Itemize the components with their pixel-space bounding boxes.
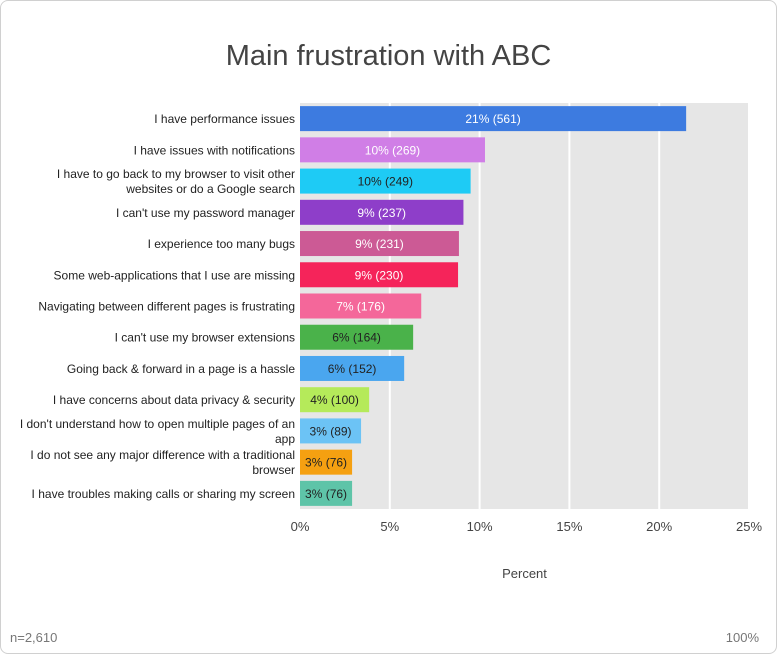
bar xyxy=(300,231,459,257)
data-label: 9% (237) xyxy=(357,206,406,220)
data-label: 4% (100) xyxy=(310,393,359,407)
category-label: I have concerns about data privacy & sec… xyxy=(53,393,295,407)
x-tick-label: 15% xyxy=(556,519,582,534)
category-label: I can't use my browser extensions xyxy=(115,331,295,345)
category-label: I experience too many bugs xyxy=(148,237,295,251)
bar xyxy=(300,355,405,381)
bar xyxy=(300,324,414,350)
category-label: websites or do a Google search xyxy=(125,182,295,196)
data-label: 3% (89) xyxy=(310,424,352,438)
category-label: I have troubles making calls or sharing … xyxy=(32,487,295,501)
category-label: I can't use my password manager xyxy=(116,206,295,220)
data-label: 3% (76) xyxy=(305,487,347,501)
x-axis-label: Percent xyxy=(502,566,547,581)
data-label: 10% (249) xyxy=(358,175,413,189)
x-tick-label: 20% xyxy=(646,519,672,534)
bar xyxy=(300,199,464,225)
category-label: Navigating between different pages is fr… xyxy=(38,300,295,314)
bar xyxy=(300,387,370,413)
bar xyxy=(300,418,362,444)
data-label: 6% (152) xyxy=(328,362,377,376)
bar xyxy=(300,449,353,475)
sample-size-note: n=2,610 xyxy=(10,630,58,645)
bar xyxy=(300,293,422,319)
chart-title: Main frustration with ABC xyxy=(225,40,552,72)
category-label: I have to go back to my browser to visit… xyxy=(57,167,295,181)
data-label: 6% (164) xyxy=(332,331,381,345)
category-label: Some web-applications that I use are mis… xyxy=(54,268,295,282)
category-label: browser xyxy=(252,463,295,477)
bar xyxy=(300,168,471,194)
category-label: I have issues with notifications xyxy=(134,143,295,157)
bar xyxy=(300,137,485,163)
bar xyxy=(300,262,459,288)
bar xyxy=(300,480,353,506)
data-label: 9% (231) xyxy=(355,237,404,251)
x-tick-label: 10% xyxy=(467,519,493,534)
bar xyxy=(300,106,687,132)
data-label: 7% (176) xyxy=(336,300,385,314)
data-label: 3% (76) xyxy=(305,456,347,470)
data-label: 10% (269) xyxy=(365,143,420,157)
category-label: I have performance issues xyxy=(154,112,295,126)
x-tick-label: 5% xyxy=(380,519,399,534)
x-tick-label: 0% xyxy=(291,519,310,534)
data-label: 21% (561) xyxy=(465,112,520,126)
category-label: I don't understand how to open multiple … xyxy=(20,417,295,431)
category-label: I do not see any major difference with a… xyxy=(30,448,295,462)
category-label: Going back & forward in a page is a hass… xyxy=(67,362,295,376)
x-tick-label: 25% xyxy=(736,519,762,534)
data-label: 9% (230) xyxy=(355,268,404,282)
category-label: app xyxy=(275,432,295,446)
total-percent-note: 100% xyxy=(725,630,759,645)
